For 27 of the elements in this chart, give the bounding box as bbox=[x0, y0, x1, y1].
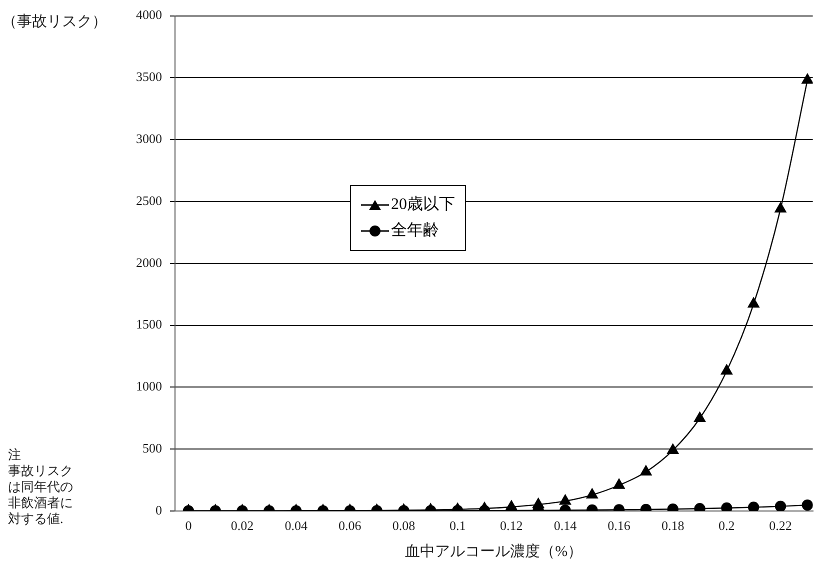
x-tick-label: 0.16 bbox=[608, 518, 631, 534]
x-tick-label: 0.2 bbox=[718, 518, 735, 534]
text: 注 bbox=[8, 447, 22, 463]
y-tick-label: 4000 bbox=[136, 7, 162, 22]
x-tick-label: 0.02 bbox=[230, 518, 254, 534]
y-tick-label: 2000 bbox=[136, 254, 162, 270]
y-axis-title: （事故リスク） bbox=[2, 12, 107, 31]
y-tick-label: 3000 bbox=[136, 131, 162, 146]
x-tick-label: 0.22 bbox=[769, 518, 792, 534]
x-tick-label: 0.08 bbox=[392, 518, 416, 534]
y-tick-label: 2500 bbox=[136, 192, 162, 208]
y-tick-label: 500 bbox=[142, 440, 162, 456]
y-tick-label: 0 bbox=[156, 502, 162, 518]
x-tick-label: 0.18 bbox=[661, 518, 684, 534]
x-tick-label: 0.06 bbox=[338, 518, 362, 534]
text: 事故リスクは同年代の非飲酒者に対する値. bbox=[8, 463, 74, 527]
x-tick-label: 0 bbox=[185, 518, 192, 534]
legend-label: 20歳以下 bbox=[391, 194, 455, 215]
x-tick-label: 0.14 bbox=[554, 518, 578, 534]
y-tick-label: 1000 bbox=[136, 378, 162, 394]
x-tick-label: 0.04 bbox=[284, 518, 308, 534]
x-tick-label: 0.12 bbox=[500, 518, 523, 534]
y-tick-label: 1500 bbox=[136, 316, 162, 332]
x-axis-title: 血中アルコール濃度（%） bbox=[405, 542, 583, 560]
y-tick-label: 3500 bbox=[136, 69, 162, 84]
x-tick-label: 0.1 bbox=[449, 518, 466, 534]
legend-label: 全年齢 bbox=[391, 221, 439, 241]
